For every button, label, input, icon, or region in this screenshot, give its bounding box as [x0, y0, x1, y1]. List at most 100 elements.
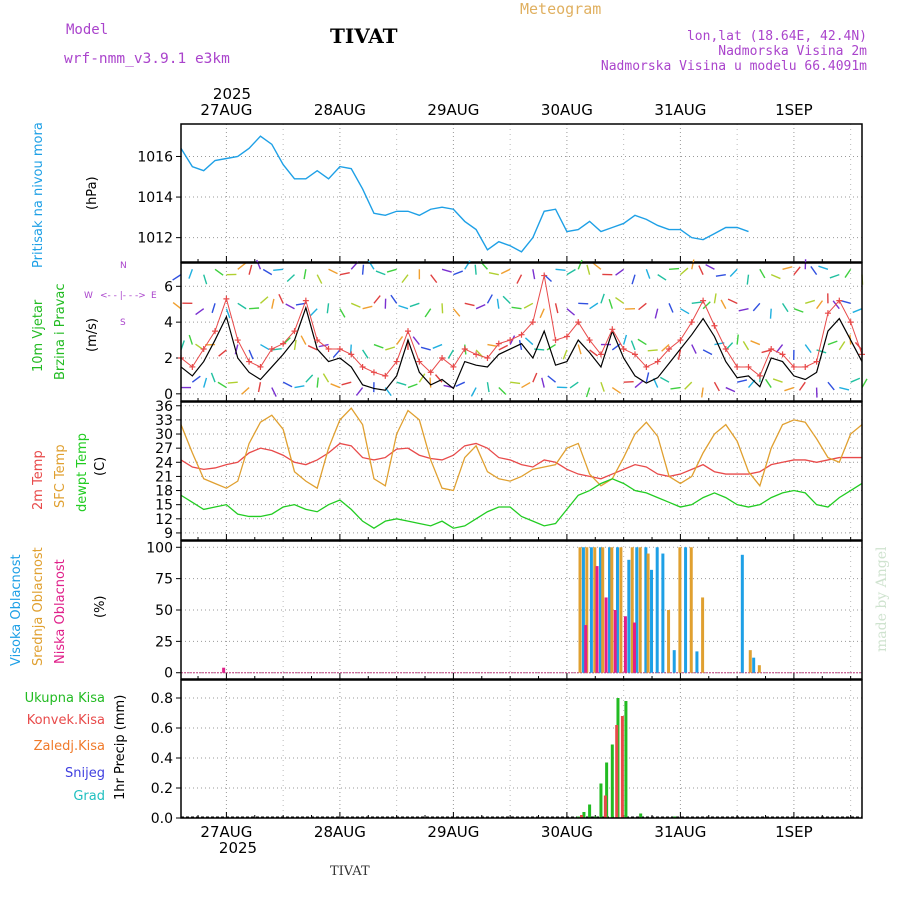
wind-arrow	[562, 349, 568, 360]
wind-arrow	[844, 268, 852, 278]
wind-arrow	[294, 385, 305, 389]
low-cloud-label: Niska Oblacnost	[53, 559, 68, 664]
wind-arrow	[592, 262, 602, 270]
wind-arrow	[600, 381, 605, 392]
wind-arrow	[638, 302, 647, 311]
pressure-title: Pritisak na nivou mora	[31, 122, 46, 268]
y-tick-label: 2	[164, 351, 173, 367]
y-tick-label: 1014	[137, 190, 173, 206]
panel-frame	[180, 262, 863, 402]
cloud-bar	[644, 547, 648, 673]
wind-arrow	[645, 269, 651, 279]
wind-arrow	[262, 268, 273, 276]
wind-arrow	[611, 343, 621, 351]
panel-frame	[180, 540, 863, 680]
gust-marker	[484, 354, 491, 361]
sfc-label: SFC Temp	[53, 444, 68, 508]
wind-arrow	[611, 386, 621, 394]
wind-arrow	[172, 301, 182, 310]
model-label: Model	[66, 22, 108, 38]
y-tick-label: 0	[164, 387, 173, 403]
y-tick-label: 21	[155, 469, 173, 485]
gust-marker	[756, 372, 763, 379]
gust-marker	[359, 363, 366, 370]
cloud-bar	[601, 547, 605, 673]
gust-marker	[405, 328, 411, 335]
date-label-top: 27AUG	[200, 101, 252, 119]
y-tick-label: 36	[155, 399, 173, 415]
wind-arrow	[217, 381, 227, 389]
wind-arrow	[839, 386, 850, 391]
gust-marker	[439, 354, 446, 361]
y-tick-label: 25	[155, 634, 173, 650]
wind-arrow	[373, 295, 381, 304]
model-elevation-text: Nadmorska Visina u modelu 66.4091m	[601, 59, 867, 74]
gust-marker	[416, 358, 423, 365]
wind-arrow	[386, 268, 397, 273]
gust-marker	[257, 363, 264, 370]
wind-arrow	[339, 272, 350, 276]
wind-arrow	[775, 344, 784, 353]
wind-arrow	[188, 334, 194, 345]
gust-marker	[700, 297, 707, 304]
cloud-bar	[689, 547, 693, 673]
elevation-text: Nadmorska Visina 2m	[718, 44, 867, 59]
wind-arrow	[608, 298, 613, 309]
wind-arrow	[770, 274, 781, 280]
gust-marker	[575, 319, 582, 326]
wind-arrow	[669, 267, 680, 270]
wind-arrow	[781, 302, 789, 313]
wind-arrow	[784, 386, 795, 392]
wind-arrow	[661, 344, 670, 352]
wind-arrow	[657, 274, 667, 281]
cloud-bar	[757, 665, 761, 673]
wind-arrow	[203, 377, 208, 388]
wind-arrow	[577, 344, 582, 355]
y-tick-label: 33	[155, 413, 173, 429]
wind-arrow	[659, 376, 670, 383]
wind-arrow	[316, 377, 319, 388]
cloud-bar	[627, 559, 631, 673]
wind-arrow	[203, 274, 208, 285]
y-tick-label: 100	[146, 540, 173, 556]
y-tick-label: 1016	[137, 149, 173, 165]
wind-arrow	[322, 373, 330, 383]
wind-arrow	[524, 337, 534, 346]
gust-marker	[688, 319, 695, 326]
cloud-bar	[678, 547, 682, 673]
gust-marker	[495, 340, 502, 347]
wind-arrow	[373, 343, 384, 349]
wind-arrow	[600, 293, 605, 304]
gust-marker	[711, 322, 718, 329]
wind-arrow	[486, 294, 493, 304]
wind-arrow	[510, 381, 521, 385]
wind-arrow	[827, 340, 838, 346]
wind-arrow	[736, 379, 748, 383]
t2m-label: 2m Temp	[31, 450, 46, 510]
cloud-bar	[661, 553, 665, 673]
date-label-top: 29AUG	[427, 101, 479, 119]
wind-arrow	[453, 270, 463, 276]
wind-title-2: Brzina i Pravac	[53, 283, 68, 380]
gust-marker	[609, 326, 616, 333]
wind-arrow	[518, 339, 523, 351]
wind-arrow	[286, 274, 295, 282]
cloud-bar	[608, 547, 612, 673]
wind-arrow	[328, 268, 338, 275]
precip-bar	[605, 762, 609, 818]
wind-arrow	[705, 263, 715, 270]
wind-arrow	[498, 387, 507, 396]
wind-arrow	[316, 274, 323, 284]
wind-arrow	[759, 268, 766, 279]
gust-marker	[325, 346, 332, 353]
gust-marker	[620, 346, 627, 353]
wind-arrow	[227, 381, 238, 384]
wind-arrow	[645, 372, 650, 383]
wind-arrow	[475, 303, 486, 310]
gust-marker	[461, 346, 468, 353]
date-label-bottom: 29AUG	[427, 823, 479, 841]
wind-arrow	[578, 302, 589, 305]
wind-arrow	[511, 306, 522, 310]
wind-arrow	[249, 307, 260, 310]
gust-marker	[212, 328, 219, 335]
